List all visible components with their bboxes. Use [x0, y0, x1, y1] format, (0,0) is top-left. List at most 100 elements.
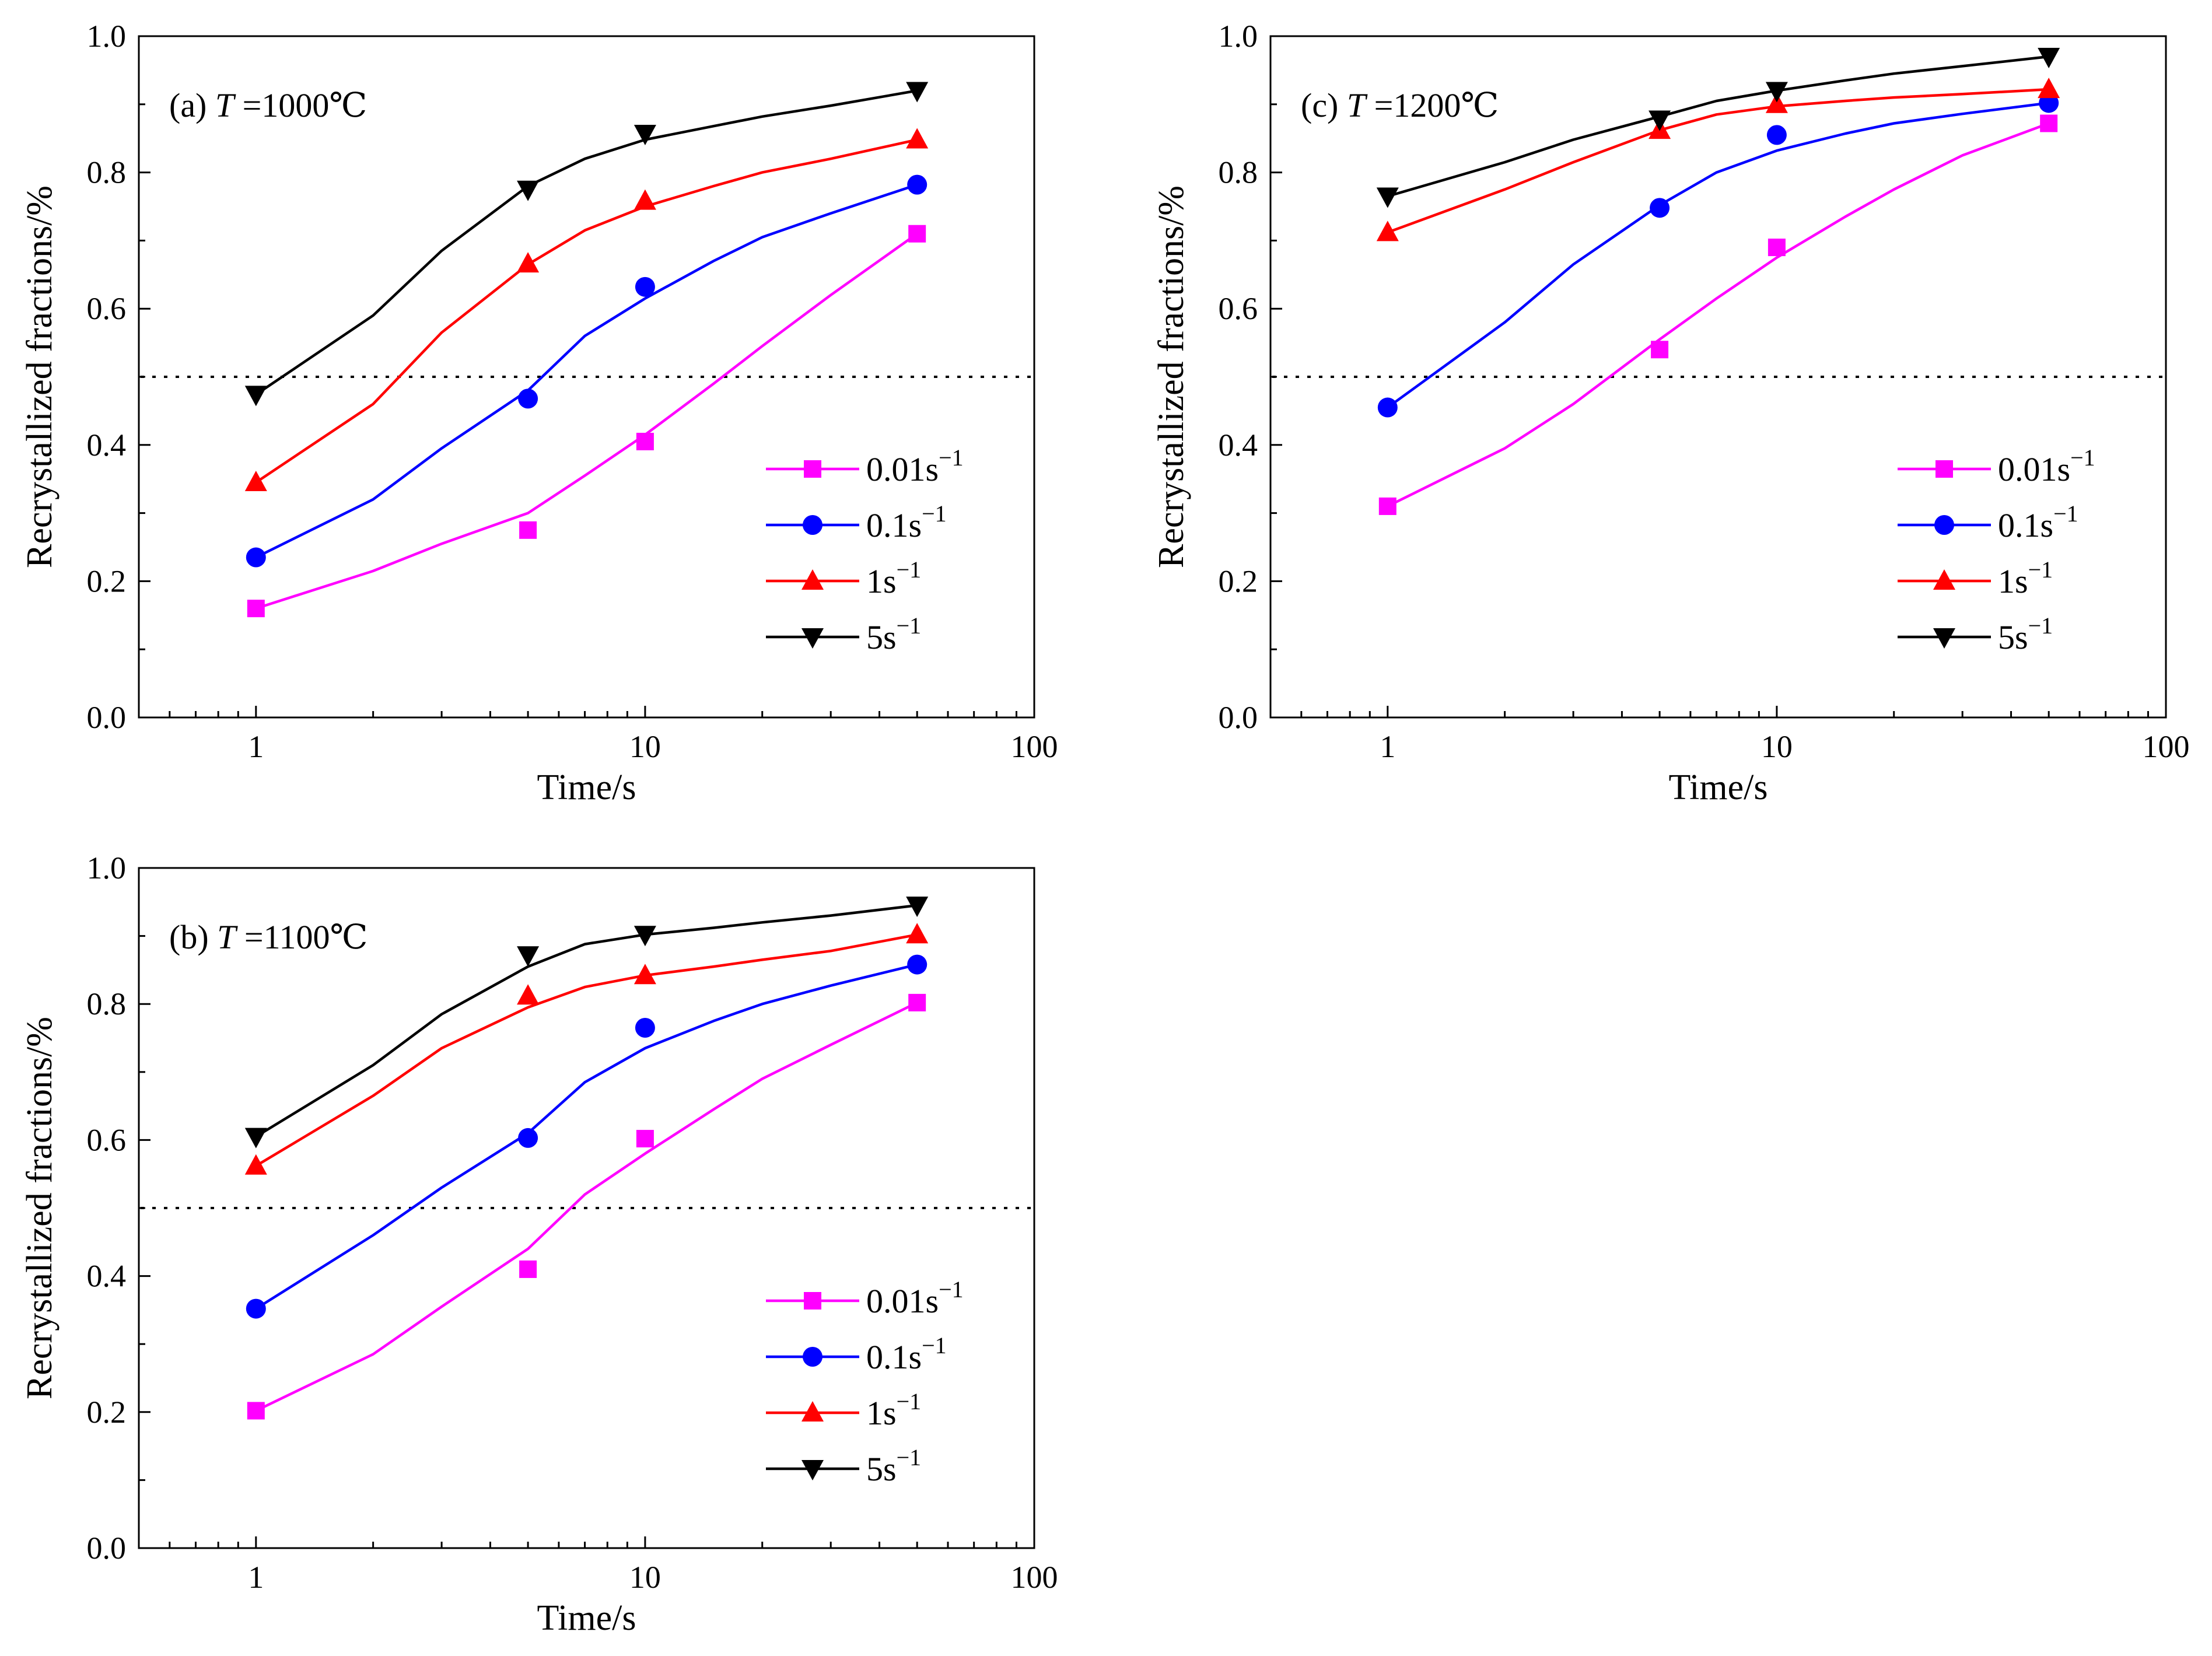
x-tick-label: 10	[629, 729, 661, 764]
legend-marker	[802, 569, 824, 590]
data-point	[2038, 48, 2060, 69]
data-point	[1766, 125, 1787, 145]
y-tick-label: 0.0	[87, 1531, 127, 1566]
legend-label-sup: −1	[897, 1388, 922, 1415]
legend-label: 5s−1	[866, 612, 921, 656]
legend-label-base: 5s	[866, 1450, 897, 1488]
legend-label-base: 1s	[866, 1394, 897, 1432]
y-tick-label: 0.2	[87, 563, 127, 598]
data-point	[2040, 114, 2058, 132]
temperature-value: =1100℃	[236, 918, 368, 956]
legend-marker	[803, 515, 822, 535]
series-line	[254, 138, 919, 484]
series-line	[254, 183, 919, 559]
y-axis-label: Recrystallized fractions/%	[20, 1017, 60, 1399]
legend-label-sup: −1	[939, 444, 964, 471]
x-axis-label: Time/s	[537, 768, 636, 807]
x-tick-label: 1	[248, 729, 264, 764]
data-point	[907, 954, 928, 975]
series-1s-a	[244, 128, 929, 492]
series-line	[254, 89, 919, 396]
legend-label-base: 0.01s	[866, 1282, 939, 1320]
legend-entry: 1s−1	[1898, 556, 2053, 600]
data-point	[1377, 397, 1398, 418]
legend-entry: 5s−1	[1898, 612, 2053, 656]
legend-marker	[802, 1401, 824, 1422]
series-001s-a	[247, 225, 926, 618]
y-tick-label: 0.0	[1219, 700, 1258, 735]
data-point	[1376, 187, 1399, 208]
data-point	[634, 189, 656, 210]
legend-entry: 1s−1	[766, 556, 921, 600]
legend-label: 0.01s−1	[1998, 444, 2095, 488]
data-point	[1648, 110, 1671, 131]
series-5s-a	[244, 82, 929, 407]
legend-label-sup: −1	[922, 500, 947, 527]
x-tick-label: 1	[1380, 729, 1395, 764]
data-point	[635, 1018, 655, 1038]
data-point	[906, 897, 929, 918]
data-point	[1650, 198, 1670, 218]
panel-annotation: (b) T =1100℃	[169, 918, 368, 956]
data-point	[246, 547, 266, 568]
legend-label-sup: −1	[922, 1332, 947, 1359]
y-tick-label: 0.6	[87, 1122, 127, 1157]
y-tick-label: 0.8	[87, 986, 127, 1021]
data-point	[244, 471, 267, 492]
x-tick-label: 100	[1011, 1560, 1058, 1595]
legend-label-sup: −1	[2070, 444, 2095, 471]
temperature-value: =1000℃	[234, 86, 367, 124]
chart-panel-a: 0.0 0.2 0.4 0.6 0.8 1.0 1 10 100 Time/s Recrystall…	[20, 19, 1058, 807]
legend-label: 1s−1	[866, 1388, 921, 1432]
series-line	[1386, 101, 2050, 409]
legend-label-sup: −1	[2028, 612, 2053, 639]
legend-entry: 0.01s−1	[766, 444, 964, 488]
legend-label-base: 1s	[1998, 562, 2028, 600]
data-point	[1768, 239, 1786, 257]
x-axis-label: Time/s	[1668, 768, 1768, 807]
legend-marker	[804, 1292, 821, 1310]
legend-entry: 0.1s−1	[766, 1332, 947, 1376]
legend-label: 1s−1	[1998, 556, 2053, 600]
y-tick-label: 0.8	[87, 155, 127, 190]
data-point	[906, 82, 929, 103]
x-tick-label: 100	[2143, 729, 2190, 764]
legend-entry: 0.1s−1	[1898, 500, 2078, 544]
y-axis-label: Recrystallized fractions/%	[20, 185, 60, 568]
legend-label: 0.01s−1	[866, 444, 964, 488]
panel-letter: (c)	[1301, 86, 1347, 124]
data-point	[519, 1260, 537, 1278]
legend-label-base: 5s	[866, 618, 897, 656]
y-tick-label: 0.4	[87, 1259, 127, 1294]
data-point	[244, 1154, 267, 1175]
data-point	[517, 252, 540, 273]
data-point	[636, 432, 654, 450]
y-tick-label: 0.2	[1219, 563, 1258, 598]
legend-entry: 0.1s−1	[766, 500, 947, 544]
data-point	[906, 128, 929, 149]
temperature-symbol: T	[215, 86, 236, 124]
legend-label-base: 0.01s	[1998, 450, 2070, 488]
legend-label-sup: −1	[939, 1276, 964, 1303]
data-point	[635, 276, 655, 297]
y-tick-label: 0.6	[1219, 291, 1258, 326]
legend-marker	[802, 628, 824, 649]
y-axis-label: Recrystallized fractions/%	[1152, 185, 1191, 568]
legend-label: 0.1s−1	[866, 1332, 947, 1376]
temperature-symbol: T	[1347, 86, 1368, 124]
panel-annotation: (a) T =1000℃	[169, 86, 367, 124]
legend-entry: 0.01s−1	[1898, 444, 2095, 488]
data-point	[1378, 497, 1396, 515]
legend-label-base: 1s	[866, 562, 897, 600]
panel-annotation: (c) T =1200℃	[1301, 86, 1499, 124]
legend-entry: 5s−1	[766, 1444, 921, 1488]
legend-entry: 0.01s−1	[766, 1276, 964, 1320]
data-point	[634, 926, 656, 947]
y-tick-label: 0.8	[1219, 155, 1258, 190]
y-tick-label: 1.0	[87, 850, 127, 885]
legend-marker	[804, 460, 821, 478]
data-point	[247, 1402, 265, 1420]
data-point	[247, 600, 265, 618]
data-point	[519, 521, 537, 539]
